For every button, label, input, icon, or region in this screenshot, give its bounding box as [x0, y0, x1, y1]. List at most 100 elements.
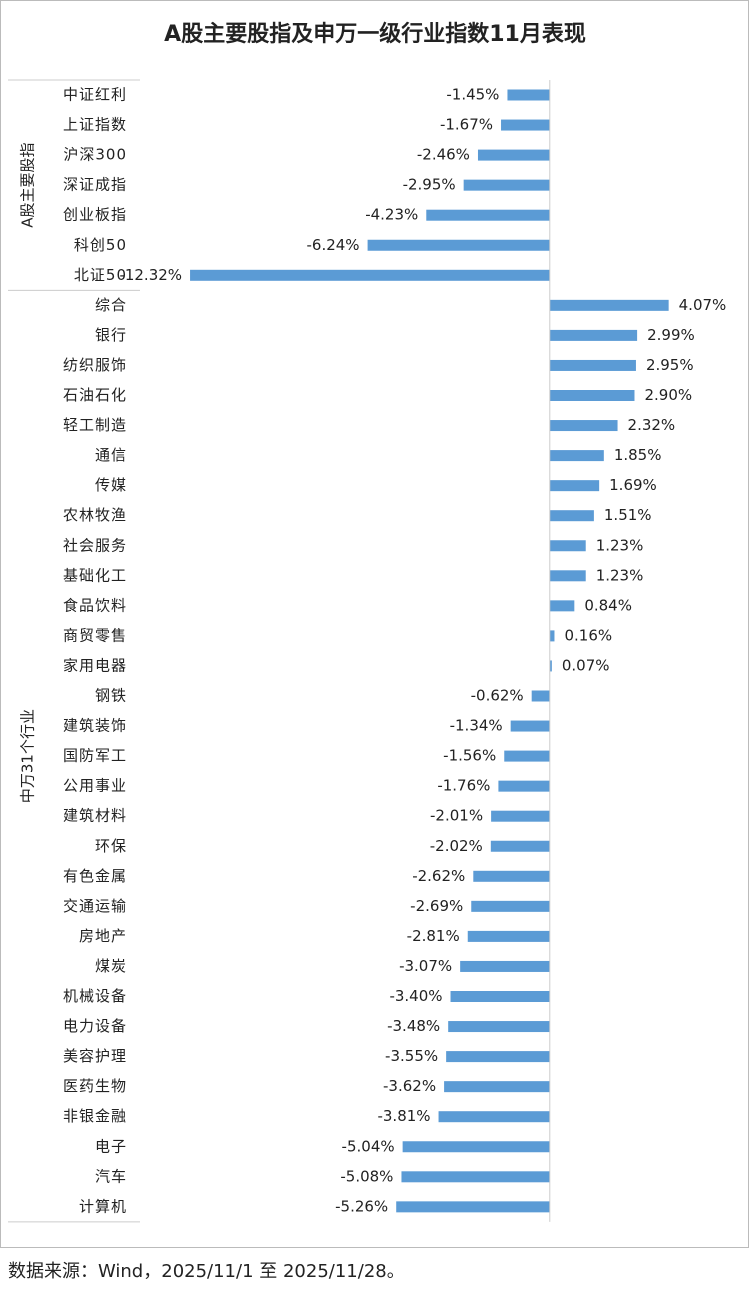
value-label: -2.95% — [403, 176, 456, 194]
category-label: 银行 — [95, 326, 127, 344]
category-label: 美容护理 — [63, 1047, 127, 1065]
bar — [473, 870, 550, 882]
bar — [491, 810, 550, 822]
bar — [549, 540, 586, 552]
bar — [549, 329, 638, 341]
bar — [467, 930, 550, 942]
value-label: -2.69% — [410, 897, 463, 915]
category-label: 中证红利 — [63, 86, 127, 104]
bar — [549, 480, 600, 492]
value-label: -3.62% — [383, 1077, 436, 1095]
category-label: 创业板指 — [63, 206, 127, 224]
value-label: 0.07% — [562, 656, 610, 674]
bar — [498, 780, 550, 792]
value-label: -1.34% — [450, 717, 503, 735]
value-label: -12.32% — [119, 266, 182, 284]
source-note: 数据来源：Wind，2025/11/1 至 2025/11/28。 — [8, 1261, 405, 1282]
category-label: 非银金融 — [63, 1107, 127, 1125]
chart-title: A股主要股指及申万一级行业指数11月表现 — [164, 21, 586, 47]
category-label: 交通运输 — [63, 897, 127, 915]
value-label: -3.40% — [389, 987, 442, 1005]
category-label: 科创50 — [74, 236, 127, 254]
value-label: -1.76% — [437, 777, 490, 795]
category-label: 北证50 — [74, 266, 127, 284]
value-label: -1.56% — [443, 747, 496, 765]
category-label: 纺织服饰 — [63, 356, 127, 374]
bar — [549, 570, 586, 582]
category-label: 建筑装饰 — [63, 717, 127, 735]
chart-border — [0, 0, 749, 1248]
value-label: -1.67% — [440, 116, 493, 134]
category-label: 医药生物 — [63, 1077, 127, 1095]
category-label: 农林牧渔 — [63, 506, 127, 524]
value-label: 0.84% — [584, 596, 632, 614]
value-label: -2.46% — [417, 146, 470, 164]
category-label: 传媒 — [95, 476, 127, 494]
value-label: 1.69% — [609, 476, 657, 494]
bar — [438, 1111, 550, 1123]
category-label: 沪深300 — [63, 146, 127, 164]
bar — [549, 660, 552, 672]
value-label: 1.85% — [614, 446, 662, 464]
category-label: 通信 — [95, 446, 127, 464]
bar — [402, 1141, 550, 1153]
bar — [448, 1021, 550, 1033]
category-label: 汽车 — [95, 1167, 127, 1185]
bar — [501, 119, 550, 131]
bar — [460, 960, 550, 972]
bar — [549, 390, 635, 401]
bar — [549, 510, 594, 522]
category-label: 轻工制造 — [63, 416, 127, 434]
category-label: 基础化工 — [63, 566, 127, 584]
category-label: 房地产 — [79, 927, 127, 945]
group-label: 中万31个行业 — [19, 709, 37, 803]
bar — [549, 450, 604, 462]
category-label: 煤炭 — [95, 957, 127, 975]
category-label: 机械设备 — [63, 987, 127, 1005]
bar — [401, 1171, 550, 1183]
value-label: 2.90% — [644, 386, 692, 404]
group-label: A股主要股指 — [19, 143, 37, 228]
value-label: 4.07% — [679, 296, 727, 314]
value-label: -2.81% — [407, 927, 460, 945]
value-label: -3.07% — [399, 957, 452, 975]
value-label: -5.26% — [335, 1197, 388, 1215]
value-label: 2.95% — [646, 356, 694, 374]
value-label: 2.99% — [647, 326, 695, 344]
category-label: 电子 — [95, 1137, 127, 1155]
bar — [477, 149, 550, 161]
category-label: 石油石化 — [63, 386, 127, 404]
bar — [549, 630, 555, 642]
category-label: 环保 — [95, 837, 127, 855]
bar — [549, 359, 636, 371]
category-label: 建筑材料 — [63, 807, 127, 825]
category-label: 社会服务 — [63, 536, 127, 554]
value-label: -5.08% — [340, 1167, 393, 1185]
bar — [444, 1081, 550, 1093]
bar — [490, 840, 550, 852]
value-label: -5.04% — [342, 1137, 395, 1155]
category-label: 有色金属 — [63, 867, 127, 885]
category-label: 上证指数 — [63, 116, 127, 134]
category-label: 公用事业 — [63, 777, 127, 795]
value-label: -0.62% — [471, 687, 524, 705]
category-label: 国防军工 — [63, 747, 127, 765]
value-label: -6.24% — [307, 236, 360, 254]
value-label: -2.62% — [412, 867, 465, 885]
category-label: 食品饮料 — [63, 596, 127, 614]
bar — [531, 690, 550, 702]
value-label: -3.55% — [385, 1047, 438, 1065]
value-label: 2.32% — [628, 416, 676, 434]
bar — [471, 900, 550, 912]
bar — [367, 239, 550, 251]
value-label: 1.23% — [596, 536, 644, 554]
bar — [426, 209, 550, 221]
bar — [463, 179, 550, 191]
value-label: 1.23% — [596, 566, 644, 584]
value-label: -2.01% — [430, 807, 483, 825]
category-label: 钢铁 — [95, 687, 127, 705]
bar — [450, 991, 550, 1002]
value-label: -4.23% — [365, 206, 418, 224]
